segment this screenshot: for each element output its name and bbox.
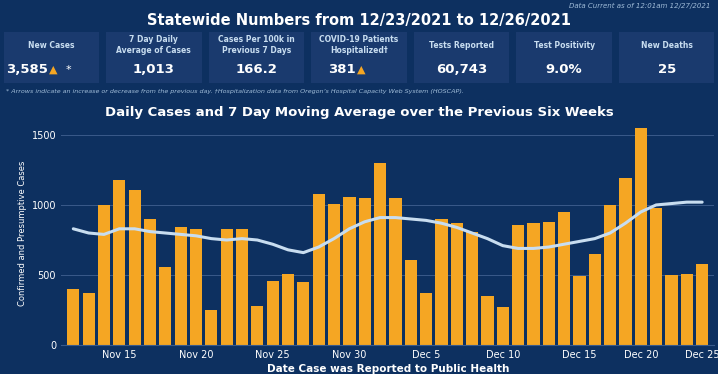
- Bar: [343, 197, 355, 345]
- Bar: [681, 274, 693, 345]
- Bar: [435, 219, 447, 345]
- Bar: [113, 180, 126, 345]
- Text: Daily Cases and 7 Day Moving Average over the Previous Six Weeks: Daily Cases and 7 Day Moving Average ove…: [105, 105, 613, 119]
- Bar: [466, 232, 478, 345]
- FancyBboxPatch shape: [209, 31, 304, 83]
- Bar: [543, 222, 555, 345]
- Bar: [236, 229, 248, 345]
- Text: Tests Reported: Tests Reported: [429, 41, 494, 50]
- Bar: [527, 223, 539, 345]
- Bar: [205, 310, 218, 345]
- Bar: [620, 178, 632, 345]
- Bar: [220, 229, 233, 345]
- Bar: [174, 227, 187, 345]
- Bar: [358, 198, 371, 345]
- Bar: [650, 208, 662, 345]
- Bar: [312, 194, 325, 345]
- Bar: [297, 282, 309, 345]
- Text: 9.0%: 9.0%: [546, 63, 582, 76]
- Bar: [251, 306, 264, 345]
- Text: ▲: ▲: [357, 64, 365, 74]
- Bar: [190, 229, 202, 345]
- Bar: [98, 205, 110, 345]
- Text: 3,585: 3,585: [6, 63, 47, 76]
- Bar: [666, 275, 678, 345]
- FancyBboxPatch shape: [312, 31, 406, 83]
- Text: * Arrows indicate an increase or decrease from the previous day. †Hospitalizatio: * Arrows indicate an increase or decreas…: [6, 89, 464, 94]
- Bar: [144, 219, 156, 345]
- Text: ▲: ▲: [49, 64, 57, 74]
- Bar: [481, 296, 493, 345]
- Bar: [573, 276, 586, 345]
- Bar: [282, 274, 294, 345]
- Bar: [589, 254, 601, 345]
- Text: Test Positivity: Test Positivity: [533, 41, 595, 50]
- FancyBboxPatch shape: [4, 31, 99, 83]
- Bar: [328, 203, 340, 345]
- FancyBboxPatch shape: [516, 31, 612, 83]
- Bar: [129, 190, 141, 345]
- Bar: [451, 223, 463, 345]
- Text: New Deaths: New Deaths: [640, 41, 693, 50]
- Y-axis label: Confirmed and Presumptive Cases: Confirmed and Presumptive Cases: [19, 160, 27, 306]
- Text: Data Current as of 12:01am 12/27/2021: Data Current as of 12:01am 12/27/2021: [569, 3, 711, 9]
- Text: COVID-19 Patients
Hospitalized†: COVID-19 Patients Hospitalized†: [320, 35, 398, 55]
- Text: Statewide Numbers from 12/23/2021 to 12/26/2021: Statewide Numbers from 12/23/2021 to 12/…: [147, 13, 571, 28]
- Text: 25: 25: [658, 63, 676, 76]
- Bar: [266, 280, 279, 345]
- FancyBboxPatch shape: [414, 31, 509, 83]
- X-axis label: Date Case was Reported to Public Health: Date Case was Reported to Public Health: [266, 364, 509, 374]
- FancyBboxPatch shape: [619, 31, 714, 83]
- Bar: [512, 224, 524, 345]
- Bar: [159, 267, 172, 345]
- Bar: [83, 293, 95, 345]
- Bar: [696, 264, 708, 345]
- Text: 60,743: 60,743: [436, 63, 488, 76]
- Text: 7 Day Daily
Average of Cases: 7 Day Daily Average of Cases: [116, 35, 191, 55]
- Bar: [389, 198, 401, 345]
- Bar: [420, 293, 432, 345]
- Bar: [558, 212, 570, 345]
- Bar: [67, 289, 80, 345]
- Bar: [497, 307, 509, 345]
- Bar: [604, 205, 616, 345]
- Text: 381: 381: [328, 63, 355, 76]
- Text: Cases Per 100k in
Previous 7 Days: Cases Per 100k in Previous 7 Days: [218, 35, 295, 55]
- Text: 166.2: 166.2: [236, 63, 277, 76]
- Bar: [374, 163, 386, 345]
- Bar: [404, 260, 417, 345]
- FancyBboxPatch shape: [106, 31, 202, 83]
- Bar: [635, 128, 647, 345]
- Text: New Cases: New Cases: [28, 41, 75, 50]
- Text: *: *: [65, 64, 71, 74]
- Text: 1,013: 1,013: [133, 63, 174, 76]
